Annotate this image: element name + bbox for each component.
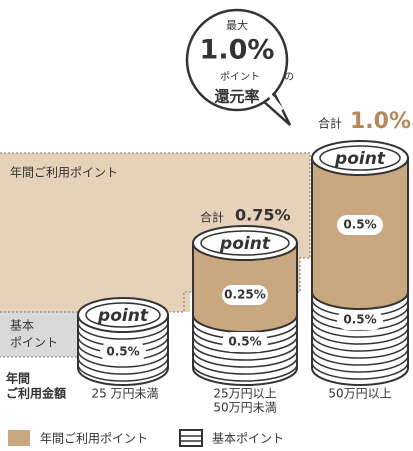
segment-pill [222, 285, 268, 305]
coin-top-inner [319, 145, 401, 171]
badge-top: 最大 [226, 18, 248, 32]
annual-area-label: 年間ご利用ポイント [10, 165, 118, 180]
segment-pill [337, 310, 383, 330]
coin-stripe [192, 356, 298, 375]
legend-swatch [8, 430, 30, 446]
coin-stripe [311, 361, 409, 380]
badge-particle: の [284, 72, 294, 83]
coin-stripe [77, 356, 169, 375]
badge-middle: ポイント [220, 71, 260, 83]
segment-label: 0.5% [343, 218, 376, 232]
coin-stripe [192, 342, 298, 361]
coin-stripe [311, 347, 409, 366]
coin-stripe [311, 354, 409, 373]
badge-tail-mask [266, 91, 284, 112]
coin-stripe [311, 333, 409, 352]
badge-rate: 1.0% [200, 35, 275, 66]
segment-label: 0.5% [106, 345, 139, 359]
segment-label: 0.25% [224, 288, 266, 302]
coin-top [77, 297, 169, 333]
segment-pill [100, 342, 146, 362]
total-value: 1.0% [350, 109, 411, 134]
coin-logo: point [97, 306, 149, 326]
coin-stripe [192, 363, 298, 382]
legend-swatch [179, 429, 203, 447]
coin-top [192, 225, 298, 261]
coin-stripe [311, 319, 409, 338]
total-prefix: 合計 [318, 116, 342, 131]
segment-pill [222, 332, 268, 352]
coins: point 0.5% point 0.25% 0.5% point 0.5% 0.5% [77, 140, 409, 386]
segment-label: 0.5% [343, 313, 376, 327]
coin-stripe [311, 340, 409, 359]
total-value: 0.75% [235, 206, 291, 225]
legend-label: 基本ポイント [212, 432, 284, 446]
coin-top-inner [200, 230, 290, 256]
coin-logo: point [334, 149, 386, 169]
coin-stripe [192, 335, 298, 354]
badge [185, 8, 289, 112]
total-prefix: 合計 [200, 210, 224, 225]
dotted-outline [0, 152, 311, 313]
coin-stripe [77, 363, 169, 382]
coin-stripe [77, 321, 169, 340]
tier-label: 50万円以上 [328, 387, 391, 401]
badge-bottom: 還元率 [214, 88, 259, 106]
coin-stripe [77, 349, 169, 368]
axis-label: ご利用金額 [6, 386, 66, 401]
tier-label: 25万円以上 [213, 387, 276, 401]
basic-area-label: ポイント [10, 336, 58, 350]
coin-top [311, 140, 409, 176]
dotted-outline [0, 311, 81, 358]
tier-label: 25 万円未満 [91, 387, 158, 401]
coin-logo: point [219, 234, 271, 254]
axis-label: 年間 [6, 371, 30, 386]
legend-label: 年間ご利用ポイント [40, 431, 148, 446]
basic-area [0, 312, 80, 357]
coin-top-inner [85, 302, 161, 328]
coin-stripe [192, 349, 298, 368]
tier-label: 50万円未満 [213, 401, 276, 415]
basic-area-label: 基本 [10, 319, 34, 333]
segment-pill [337, 215, 383, 235]
segment-label: 0.5% [228, 335, 261, 349]
coin-stripe [311, 326, 409, 345]
